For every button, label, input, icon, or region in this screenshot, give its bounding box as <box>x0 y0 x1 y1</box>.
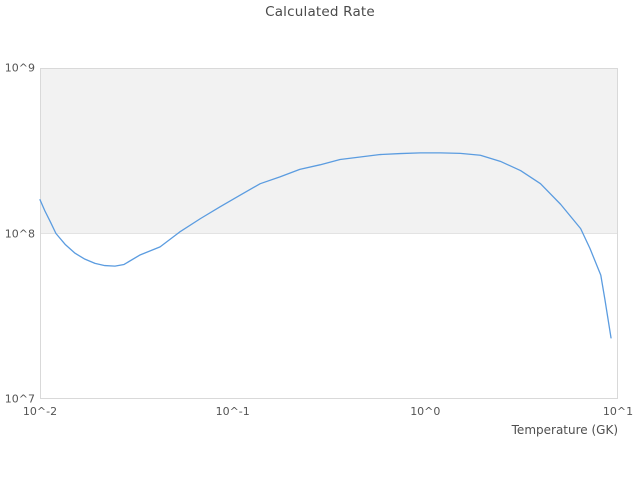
y-axis-tick-labels: 10^7 10^8 10^9 <box>0 62 35 406</box>
x-tick-label-10^-2: 10^-2 <box>22 405 58 418</box>
y-tick-label-10^7: 10^7 <box>4 392 35 406</box>
x-tick-label-10^1: 10^1 <box>602 405 634 418</box>
calculated-rate-line <box>39 152 612 339</box>
x-tick-label-10^0: 10^0 <box>410 405 441 418</box>
x-tick-label-10^-1: 10^-1 <box>215 405 250 418</box>
y-tick-label-10^9: 10^9 <box>4 61 35 75</box>
shaded-band-1e8-1e9 <box>40 68 618 234</box>
chart-title: Calculated Rate <box>265 4 375 20</box>
plot-area <box>39 68 618 399</box>
plot-border <box>40 68 618 399</box>
x-axis-title: Temperature (GK) <box>511 423 618 437</box>
y-tick-label-10^8: 10^8 <box>4 227 35 240</box>
x-axis-tick-labels: 10^-2 10^-1 10^0 10^1 <box>23 405 633 420</box>
